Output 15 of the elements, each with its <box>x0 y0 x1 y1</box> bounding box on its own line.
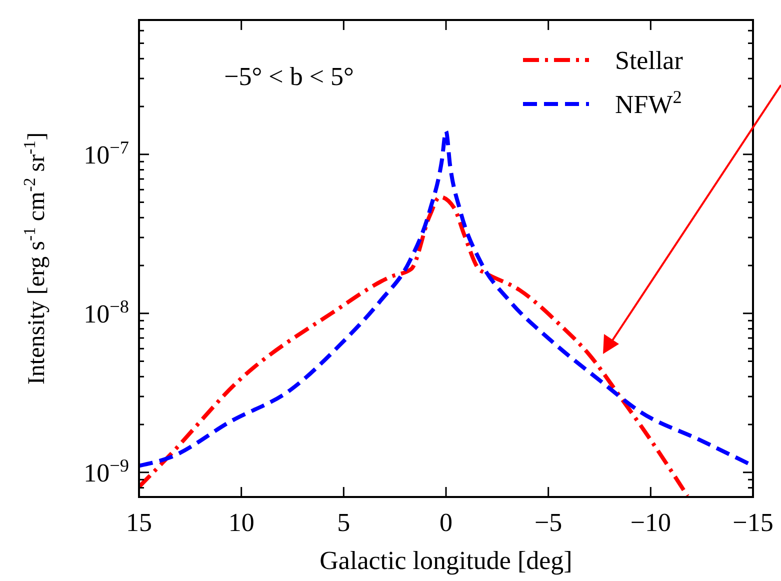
x-tick-label: −5 <box>534 508 562 537</box>
x-tick-label: −15 <box>732 508 774 537</box>
line-series <box>139 194 690 497</box>
y-tick-label: 10$^{−7}$ <box>84 137 129 170</box>
annotation: −5° < b < 5° <box>224 62 354 91</box>
legend-label: NFW$^{2}$ <box>615 87 682 119</box>
y-tick-label: 10$^{−8}$ <box>84 296 129 328</box>
y-tick-label: 10$^{−9}$ <box>84 455 129 488</box>
x-axis-title: Galactic longitude [deg] <box>320 546 572 575</box>
x-tick-label: 5 <box>337 508 350 537</box>
x-tick-label: 10 <box>228 508 254 537</box>
x-tick-label: 0 <box>440 508 452 537</box>
x-tick-label: 15 <box>126 508 152 537</box>
legend-label: Stellar <box>615 46 684 75</box>
x-tick-label: −10 <box>630 508 672 537</box>
